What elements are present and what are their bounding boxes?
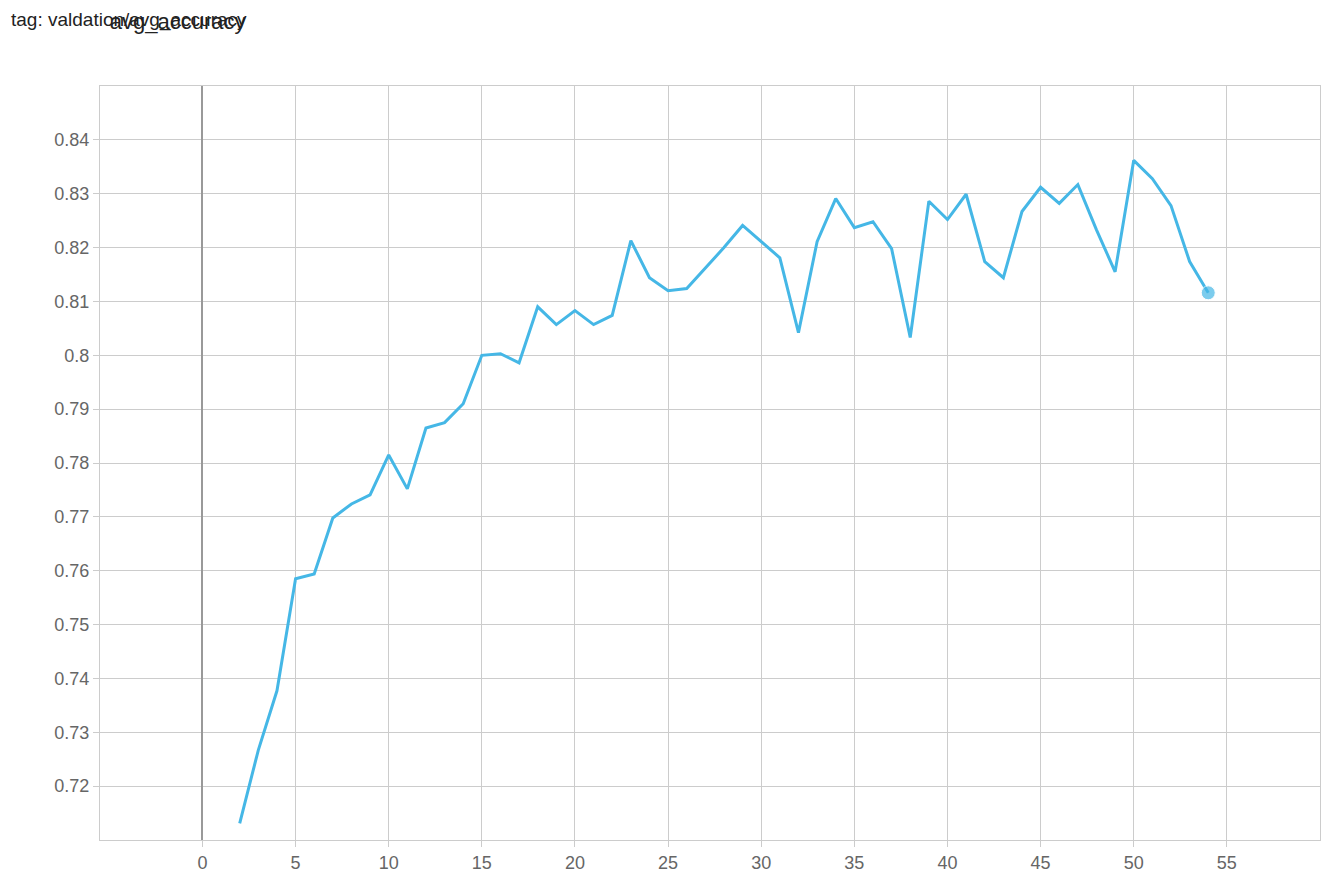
svg-text:0.77: 0.77 xyxy=(54,507,89,527)
svg-text:10: 10 xyxy=(379,853,399,873)
svg-text:35: 35 xyxy=(844,853,864,873)
svg-text:0.72: 0.72 xyxy=(54,776,89,796)
svg-text:5: 5 xyxy=(291,853,301,873)
svg-text:45: 45 xyxy=(1031,853,1051,873)
svg-text:40: 40 xyxy=(937,853,957,873)
svg-text:15: 15 xyxy=(472,853,492,873)
svg-text:50: 50 xyxy=(1124,853,1144,873)
svg-text:0.76: 0.76 xyxy=(54,561,89,581)
svg-text:0.73: 0.73 xyxy=(54,723,89,743)
svg-text:0.74: 0.74 xyxy=(54,669,89,689)
svg-text:0.83: 0.83 xyxy=(54,184,89,204)
svg-text:0.84: 0.84 xyxy=(54,130,89,150)
svg-text:55: 55 xyxy=(1217,853,1237,873)
svg-text:tag: valdation/avg_accuracy: tag: valdation/avg_accuracy xyxy=(11,9,247,31)
svg-text:0.78: 0.78 xyxy=(54,453,89,473)
svg-text:0.8: 0.8 xyxy=(64,346,89,366)
svg-text:0.75: 0.75 xyxy=(54,615,89,635)
svg-text:0.81: 0.81 xyxy=(54,292,89,312)
svg-text:25: 25 xyxy=(658,853,678,873)
svg-text:0.79: 0.79 xyxy=(54,399,89,419)
svg-text:30: 30 xyxy=(751,853,771,873)
svg-text:20: 20 xyxy=(565,853,585,873)
svg-text:0.82: 0.82 xyxy=(54,238,89,258)
svg-text:avg_accuracy: avg_accuracy xyxy=(110,9,246,34)
svg-text:0: 0 xyxy=(197,853,207,873)
